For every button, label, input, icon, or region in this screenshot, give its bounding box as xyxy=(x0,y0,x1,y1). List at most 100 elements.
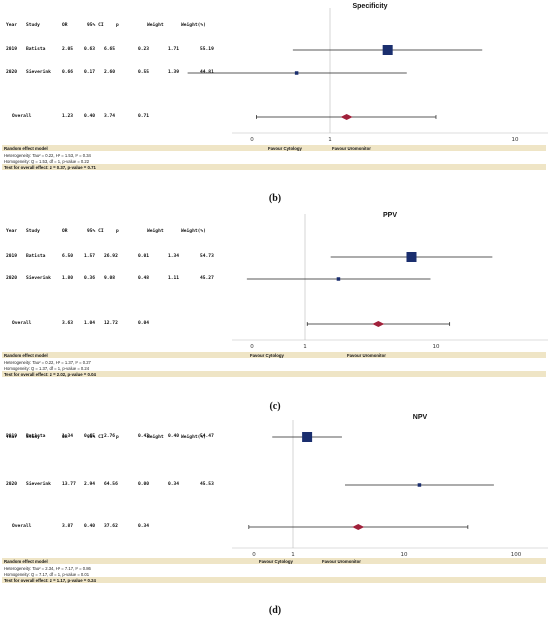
study-year-cell: 2019 xyxy=(6,47,18,52)
column-header: Weight(%) xyxy=(181,23,206,28)
study-year-cell: 2020 xyxy=(6,276,18,281)
figure-caption: (b) xyxy=(268,193,282,204)
study-or-cell: 1.34 xyxy=(62,434,74,439)
study-weight-cell: 0.40 xyxy=(168,434,180,439)
favour-right-label: Favour Uromonitor xyxy=(322,558,361,564)
study-hi-cell: 9.08 xyxy=(104,276,116,281)
column-header: OR xyxy=(62,435,68,440)
x-tick-label: 0 xyxy=(252,552,256,558)
model-label: Random effect model xyxy=(4,352,48,358)
column-header: p xyxy=(116,229,119,234)
overall-test-band: Test for overall effect: z = 2.02, p-val… xyxy=(2,371,546,377)
column-header: Study xyxy=(26,23,40,28)
heterogeneity-text: Heterogeneity: Tau² = 0.22, H² = 1.37, I… xyxy=(4,360,91,365)
model-footer: Random effect model Favour Cytology Favour… xyxy=(2,145,546,178)
model-band: Random effect model xyxy=(2,352,546,358)
homogeneity-text: Homogeneity: Q = 1.53, df = 1, p-value =… xyxy=(4,159,90,164)
column-header: Weight(%) xyxy=(181,435,206,440)
study-hi-cell: 64.56 xyxy=(104,482,118,487)
study-or-cell: 0.66 xyxy=(62,70,74,75)
study-weight-cell: 1.39 xyxy=(168,70,180,75)
study-study-cell: Batista xyxy=(26,254,46,259)
column-header: OR xyxy=(62,229,68,234)
overall-test-band: Test for overall effect: z = 0.37, p-val… xyxy=(2,164,546,170)
model-band: Random effect model xyxy=(2,558,546,564)
overall-label-cell: Overall xyxy=(12,524,32,529)
favour-right-label: Favour Uromonitor xyxy=(347,352,386,358)
study-effect-marker xyxy=(406,252,417,262)
overall-or-cell: 3.63 xyxy=(62,321,74,326)
x-tick-label: 10 xyxy=(512,137,519,143)
study-effect-marker xyxy=(417,483,422,487)
forest-plot-area: 0 1 10 100 xyxy=(232,420,548,558)
study-lo-cell: 0.63 xyxy=(84,47,96,52)
study-or-cell: 6.50 xyxy=(62,254,74,259)
study-year-cell: 2020 xyxy=(6,70,18,75)
study-effect-marker xyxy=(294,71,299,75)
study-hi-cell: 2.76 xyxy=(104,434,116,439)
study-study-cell: Batista xyxy=(26,47,46,52)
overall-p-cell: 0.04 xyxy=(138,321,150,326)
column-header: OR xyxy=(62,23,68,28)
study-effect-marker xyxy=(336,277,341,281)
column-header: Year xyxy=(6,435,18,440)
column-header: Weight xyxy=(147,435,164,440)
x-tick-label: 0 xyxy=(250,344,254,350)
study-weight-cell: 1.11 xyxy=(168,276,180,281)
overall-hi-cell: 12.72 xyxy=(104,321,118,326)
column-header: Weight xyxy=(147,23,164,28)
study-or-cell: 13.77 xyxy=(62,482,76,487)
model-footer: Random effect model Favour Cytology Favour… xyxy=(2,558,546,591)
x-tick-label: 1 xyxy=(303,344,307,350)
column-header: Study xyxy=(26,229,40,234)
column-header: Weight xyxy=(147,229,164,234)
column-header: p xyxy=(116,435,119,440)
study-or-cell: 1.80 xyxy=(62,276,74,281)
overall-label-cell: Overall xyxy=(12,321,32,326)
x-tick-label: 1 xyxy=(328,137,332,143)
study-weight-cell: 1.71 xyxy=(168,47,180,52)
study-year-cell: 2020 xyxy=(6,482,18,487)
chart-title: PPV xyxy=(382,212,397,219)
study-lo-cell: 0.17 xyxy=(84,70,96,75)
study-lo-cell: 0.65 xyxy=(84,434,96,439)
overall-p-cell: 0.34 xyxy=(138,524,150,529)
study-weight_pct-cell: 44.81 xyxy=(200,70,214,75)
study-year-cell: 2019 xyxy=(6,254,18,259)
overall-test-label: Test for overall effect: z = 1.17, p-val… xyxy=(4,577,96,583)
heterogeneity-text: Heterogeneity: Tau² = 0.22, H² = 1.53, I… xyxy=(4,153,91,158)
overall-or-cell: 1.23 xyxy=(62,114,74,119)
overall-lo-cell: 1.04 xyxy=(84,321,96,326)
overall-lo-cell: 0.40 xyxy=(84,114,96,119)
chart-title: NPV xyxy=(412,414,428,421)
x-tick-label: 10 xyxy=(433,344,440,350)
column-header: Year xyxy=(6,229,18,234)
overall-p-cell: 0.71 xyxy=(138,114,150,119)
chart-title: Specificity xyxy=(352,3,388,10)
overall-hi-cell: 3.74 xyxy=(104,114,116,119)
overall-lo-cell: 0.40 xyxy=(84,524,96,529)
column-header: Study xyxy=(26,435,40,440)
favour-left-label: Favour Cytology xyxy=(259,558,293,564)
forest-panel-2: Year Study OR 95% CI p Weight Weight(%) 2019 Bat… xyxy=(0,206,550,412)
study-effect-marker xyxy=(382,45,393,55)
figure-caption: (c) xyxy=(269,401,281,412)
study-weight_pct-cell: 45.53 xyxy=(200,482,214,487)
figure-caption: (d) xyxy=(268,605,282,616)
overall-test-band: Test for overall effect: z = 1.17, p-val… xyxy=(2,577,546,583)
overall-diamond xyxy=(352,524,365,530)
favour-left-label: Favour Cytology xyxy=(250,352,284,358)
study-weight_pct-cell: 45.27 xyxy=(200,276,214,281)
study-hi-cell: 6.65 xyxy=(104,47,116,52)
column-header: Weight(%) xyxy=(181,229,206,234)
overall-or-cell: 3.87 xyxy=(62,524,74,529)
study-weight_pct-cell: 54.73 xyxy=(200,254,214,259)
study-study-cell: Batista xyxy=(26,434,46,439)
column-header: Year xyxy=(6,23,18,28)
study-year-cell: 2019 xyxy=(6,434,18,439)
forest-panel-1: Year Study OR 95% CI p Weight Weight(%) 2019 Bat… xyxy=(0,0,550,206)
study-weight-cell: 0.34 xyxy=(168,482,180,487)
study-p-cell: 0.23 xyxy=(138,47,150,52)
study-weight_pct-cell: 55.19 xyxy=(200,47,214,52)
heterogeneity-text: Heterogeneity: Tau² = 2.34, H² = 7.17, I… xyxy=(4,566,91,571)
